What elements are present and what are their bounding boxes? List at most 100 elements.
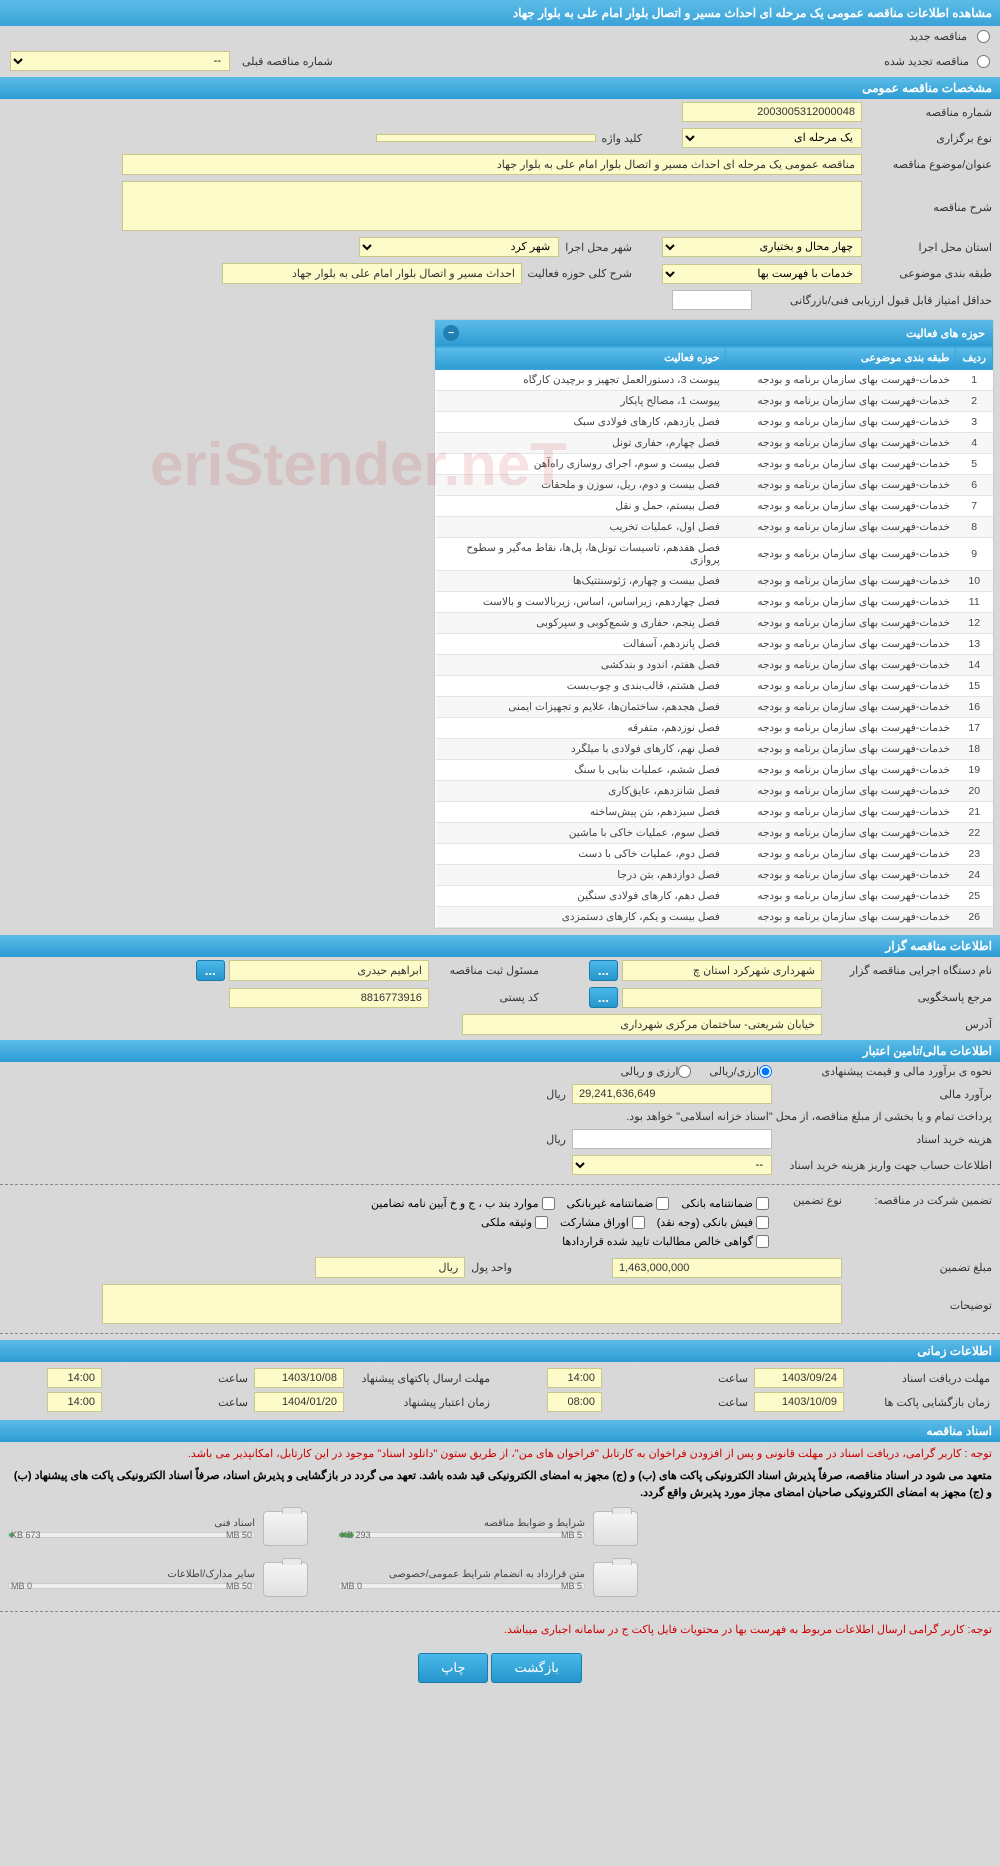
doccost-field	[572, 1129, 772, 1149]
table-row: 9خدمات-فهرست بهای سازمان برنامه و بودجهف…	[436, 538, 993, 571]
section-general: مشخصات مناقصه عمومی	[0, 77, 1000, 99]
table-row: 8خدمات-فهرست بهای سازمان برنامه و بودجهف…	[436, 517, 993, 538]
est-method-label: نحوه ی برآورد مالی و قیمت پیشنهادی	[772, 1065, 992, 1078]
t3-field: 08:00	[547, 1392, 602, 1412]
section-time: اطلاعات زمانی	[0, 1340, 1000, 1362]
file-item[interactable]: سایر مدارک/اطلاعات50 MB0 MB	[8, 1562, 308, 1597]
subject-field: مناقصه عمومی یک مرحله ای احداث مسیر و ات…	[122, 154, 862, 175]
th-row: ردیف	[956, 347, 993, 370]
activity-field: احداث مسیر و اتصال بلوار امام علی به بلو…	[222, 263, 522, 284]
table-row: 7خدمات-فهرست بهای سازمان برنامه و بودجهف…	[436, 496, 993, 517]
type-select[interactable]: یک مرحله ای	[682, 128, 862, 148]
city-label: شهر محل اجرا	[559, 241, 632, 254]
radio-new-label: مناقصه جدید	[903, 30, 967, 43]
keyword-label: کلید واژه	[596, 132, 642, 145]
cb2[interactable]: ضمانتنامه غیربانکی	[567, 1197, 670, 1210]
file-item[interactable]: متن قرارداد به انضمام شرایط عمومی/خصوصی5…	[338, 1562, 638, 1597]
acc-select[interactable]: --	[572, 1155, 772, 1175]
table-row: 20خدمات-فهرست بهای سازمان برنامه و بودجه…	[436, 781, 993, 802]
guarantee-type-label: نوع تضمین	[772, 1194, 842, 1207]
addr-label: آدرس	[822, 1018, 992, 1031]
activity-table: ردیف طبقه بندی موضوعی حوزه فعالیت 1خدمات…	[435, 346, 993, 928]
reg-dots-button[interactable]: ...	[196, 960, 225, 981]
radio-new[interactable]	[977, 30, 990, 43]
table-row: 10خدمات-فهرست بهای سازمان برنامه و بودجه…	[436, 571, 993, 592]
table-row: 13خدمات-فهرست بهای سازمان برنامه و بودجه…	[436, 634, 993, 655]
back-button[interactable]: بازگشت	[491, 1653, 581, 1683]
ref-field	[622, 988, 822, 1008]
prev-no-select[interactable]: --	[10, 51, 230, 71]
d1-field: 1403/09/24	[754, 1368, 844, 1388]
folder-icon	[593, 1511, 638, 1546]
table-row: 3خدمات-فهرست بهای سازمان برنامه و بودجهف…	[436, 412, 993, 433]
desc-label: شرح مناقصه	[862, 181, 992, 214]
activity-panel-title: حوزه های فعالیت	[906, 327, 985, 340]
radio-renew[interactable]	[977, 55, 990, 68]
org-dots-button[interactable]: ...	[589, 960, 618, 981]
activity-label: شرح کلی حوزه فعالیت	[522, 267, 632, 280]
treasury-note: پرداخت تمام و یا بخشی از مبلغ مناقصه، از…	[626, 1110, 992, 1123]
t1-label: ساعت	[608, 1372, 748, 1385]
radio-currency2[interactable]	[678, 1065, 691, 1078]
folder-icon	[263, 1511, 308, 1546]
province-label: استان محل اجرا	[862, 241, 992, 254]
desc-field	[122, 181, 862, 231]
doccost-label: هزینه خرید اسناد	[772, 1133, 992, 1146]
file-name: اسناد فنی	[8, 1518, 255, 1529]
cb3[interactable]: موارد بند ب ، ج و خ آیین نامه تضامین	[371, 1197, 554, 1210]
radio-renew-label: مناقصه تجدید شده	[878, 55, 969, 68]
radio-currency1[interactable]	[759, 1065, 772, 1078]
type-label: نوع برگزاری	[862, 132, 992, 145]
unit-field: ریال	[315, 1257, 465, 1278]
file-name: متن قرارداد به انضمام شرایط عمومی/خصوصی	[338, 1569, 585, 1580]
org-field: شهرداری شهرکرد استان چ	[622, 960, 822, 981]
section-financial: اطلاعات مالی/تامین اعتبار	[0, 1040, 1000, 1062]
table-row: 16خدمات-فهرست بهای سازمان برنامه و بودجه…	[436, 697, 993, 718]
rial-label2: ریال	[540, 1133, 566, 1146]
cat-select[interactable]: خدمات با فهرست بها	[662, 264, 862, 284]
file-name: سایر مدارک/اطلاعات	[8, 1569, 255, 1580]
minscore-field	[672, 290, 752, 310]
t4-field: 14:00	[47, 1392, 102, 1412]
guarantee-label: تضمین شرکت در مناقصه:	[842, 1194, 992, 1207]
section-owner: اطلاعات مناقصه گزار	[0, 935, 1000, 957]
cb1[interactable]: ضمانتنامه بانکی	[681, 1197, 769, 1210]
province-select[interactable]: چهار محال و بختیاری	[662, 237, 862, 257]
table-row: 19خدمات-فهرست بهای سازمان برنامه و بودجه…	[436, 760, 993, 781]
table-row: 14خدمات-فهرست بهای سازمان برنامه و بودجه…	[436, 655, 993, 676]
section-docs: اسناد مناقصه	[0, 1420, 1000, 1442]
radio-currency1-label: ارزی/ریالی	[703, 1065, 759, 1078]
d4-label: زمان اعتبار پیشنهاد	[350, 1396, 490, 1409]
est-label: برآورد مالی	[772, 1088, 992, 1101]
d3-field: 1403/10/09	[754, 1392, 844, 1412]
table-row: 15خدمات-فهرست بهای سازمان برنامه و بودجه…	[436, 676, 993, 697]
cb5[interactable]: اوراق مشارکت	[560, 1216, 645, 1229]
city-select[interactable]: شهر کرد	[359, 237, 559, 257]
activity-panel: حوزه های فعالیت − ردیف طبقه بندی موضوعی …	[434, 319, 994, 929]
file-item[interactable]: شرایط و ضوابط مناقصه5 MB293 KB	[338, 1511, 638, 1546]
table-row: 12خدمات-فهرست بهای سازمان برنامه و بودجه…	[436, 613, 993, 634]
reg-field: ابراهیم حیدری	[229, 960, 429, 981]
table-row: 18خدمات-فهرست بهای سازمان برنامه و بودجه…	[436, 739, 993, 760]
explain-field	[102, 1284, 842, 1324]
d2-label: مهلت ارسال پاکتهای پیشنهاد	[350, 1372, 490, 1385]
file-item[interactable]: اسناد فنی50 MB673 KB	[8, 1511, 308, 1546]
folder-icon	[263, 1562, 308, 1597]
table-row: 22خدمات-فهرست بهای سازمان برنامه و بودجه…	[436, 823, 993, 844]
table-row: 23خدمات-فهرست بهای سازمان برنامه و بودجه…	[436, 844, 993, 865]
tender-no-label: شماره مناقصه	[862, 106, 992, 119]
t2-label: ساعت	[108, 1372, 248, 1385]
print-button[interactable]: چاپ	[418, 1653, 488, 1683]
th-cat: طبقه بندی موضوعی	[726, 347, 956, 370]
t2-field: 14:00	[47, 1368, 102, 1388]
cb4[interactable]: فیش بانکی (وجه نقد)	[657, 1216, 769, 1229]
ref-dots-button[interactable]: ...	[589, 987, 618, 1008]
table-row: 21خدمات-فهرست بهای سازمان برنامه و بودجه…	[436, 802, 993, 823]
post-field: 8816773916	[229, 988, 429, 1008]
subject-label: عنوان/موضوع مناقصه	[862, 158, 992, 171]
collapse-icon[interactable]: −	[443, 325, 459, 341]
minscore-label: حداقل امتیاز قابل قبول ارزیابی فنی/بازرگ…	[752, 294, 992, 307]
cb7[interactable]: گواهی خالص مطالبات تایید شده قراردادها	[562, 1235, 769, 1248]
est-field: 29,241,636,649	[572, 1084, 772, 1104]
cb6[interactable]: وثیقه ملکی	[481, 1216, 548, 1229]
